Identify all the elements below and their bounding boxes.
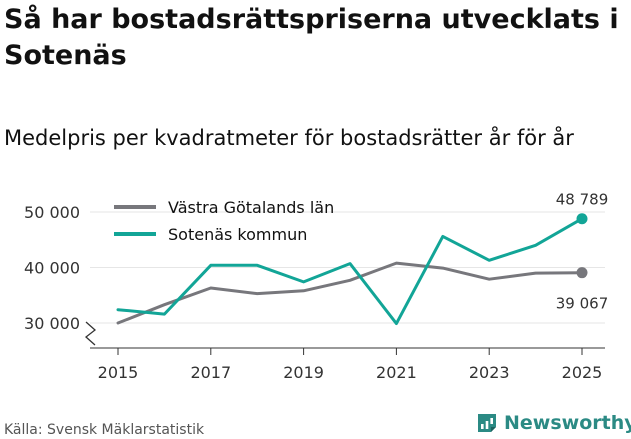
series-end-label: 48 789 xyxy=(556,191,609,209)
legend: Västra Götalands län Sotenäs kommun xyxy=(114,198,334,244)
y-tick-label: 50 000 xyxy=(24,203,80,222)
x-tick-label: 2015 xyxy=(98,363,139,382)
brand-logo-block: Newsworthy xyxy=(476,410,631,436)
series-end-point xyxy=(576,213,588,225)
x-tick-label: 2023 xyxy=(469,363,510,382)
legend-label: Västra Götalands län xyxy=(168,198,334,217)
axis-break-mark xyxy=(84,321,97,346)
source-note: Källa: Svensk Mäklarstatistik xyxy=(4,422,205,438)
grid-lines xyxy=(90,211,605,324)
legend-label: Sotenäs kommun xyxy=(168,225,307,244)
y-tick-label: 40 000 xyxy=(24,259,80,278)
y-tick-label: 30 000 xyxy=(24,314,80,333)
x-tick-label: 2019 xyxy=(283,363,324,382)
x-tick-label: 2025 xyxy=(562,363,603,382)
series-end-label: 39 067 xyxy=(556,295,609,313)
series-line xyxy=(116,217,584,326)
x-tick-label: 2021 xyxy=(376,363,417,382)
brand-name: Newsworthy xyxy=(504,412,631,434)
y-axis-labels: 30 000 40 000 50 000 xyxy=(24,203,80,333)
series-lines: 39 067 48 789 xyxy=(116,191,609,326)
line-chart: 2015 2017 2019 2021 2023 2025 30 000 40 000 50 … xyxy=(24,191,609,382)
x-axis: 2015 2017 2019 2021 2023 2025 xyxy=(84,321,605,382)
chart-subtitle: Medelpris per kvadratmeter för bostadsrä… xyxy=(4,126,574,150)
chart-title: Så har bostadsrättspriserna utvecklats i… xyxy=(4,4,619,71)
newsworthy-logo-icon xyxy=(478,414,496,432)
series-end-point xyxy=(576,267,588,279)
x-tick-label: 2017 xyxy=(190,363,231,382)
series-line xyxy=(116,261,584,325)
